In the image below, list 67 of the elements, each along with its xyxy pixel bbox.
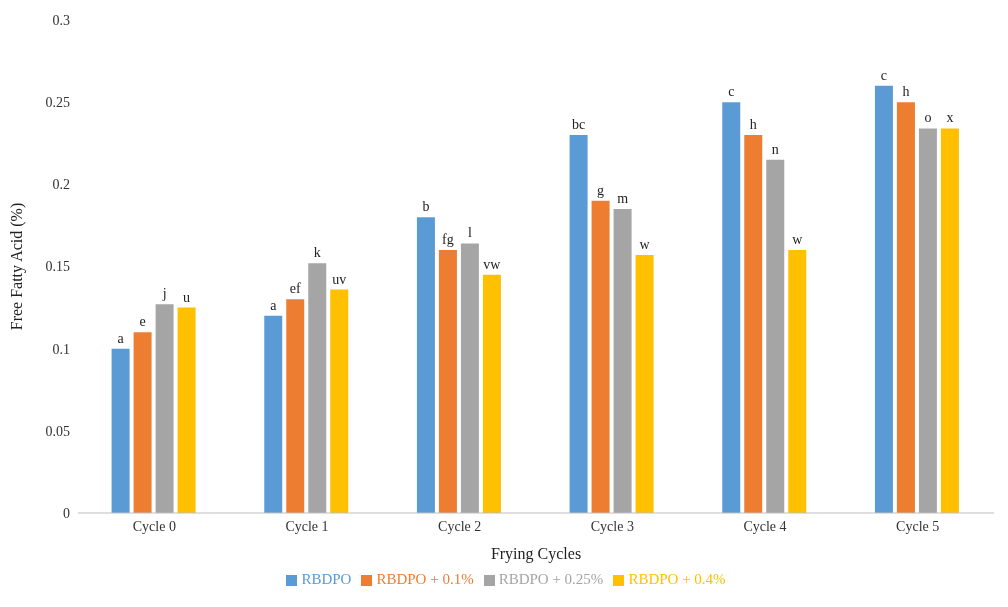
- data-label: b: [422, 199, 430, 215]
- data-label: ef: [289, 281, 302, 297]
- bar: [613, 208, 632, 513]
- x-tick-label: Cycle 1: [285, 518, 329, 534]
- data-label: n: [771, 141, 779, 157]
- bar: [286, 299, 305, 513]
- data-label: w: [639, 237, 651, 252]
- y-tick-label: 0.2: [52, 177, 70, 193]
- data-label: g: [597, 182, 605, 198]
- bar: [438, 250, 457, 513]
- bar: [896, 102, 915, 513]
- bar: [308, 263, 327, 513]
- y-tick-label: 0.3: [52, 12, 70, 28]
- x-tick-label: Cycle 5: [896, 518, 940, 534]
- bar: [940, 128, 959, 513]
- data-label: fg: [442, 232, 454, 248]
- data-label: c: [728, 84, 735, 100]
- bar: [874, 85, 893, 513]
- data-label: bc: [571, 117, 586, 133]
- data-label: a: [117, 330, 125, 346]
- data-label: w: [792, 232, 804, 248]
- bar: [330, 289, 349, 513]
- bar: [744, 135, 763, 513]
- bar: [482, 274, 501, 513]
- data-label: o: [924, 110, 932, 126]
- data-label: e: [139, 314, 146, 330]
- data-label: k: [313, 245, 321, 261]
- y-tick-label: 0: [63, 505, 70, 521]
- x-axis-title: Frying Cycles: [490, 545, 582, 563]
- x-tick-label: Cycle 0: [132, 518, 176, 534]
- y-tick-label: 0.1: [52, 341, 70, 357]
- y-tick-label: 0.25: [45, 95, 70, 111]
- data-label: x: [946, 110, 954, 126]
- data-label: u: [183, 289, 191, 305]
- legend-label: RBDPO + 0.1%: [376, 571, 474, 587]
- bar: [264, 315, 283, 513]
- bar: [569, 135, 588, 513]
- bar: [591, 200, 610, 513]
- data-label: m: [617, 190, 629, 206]
- bar: [155, 304, 174, 513]
- bar: [788, 250, 807, 513]
- data-label: l: [467, 225, 472, 241]
- bar: [635, 255, 654, 513]
- bar: [918, 128, 937, 513]
- bar: [177, 307, 196, 513]
- legend-label: RBDPO + 0.4%: [628, 571, 726, 587]
- bar: [111, 348, 130, 513]
- y-tick-label: 0.05: [45, 423, 70, 439]
- bar: [722, 102, 741, 513]
- legend-label: RBDPO: [301, 571, 352, 587]
- x-tick-label: Cycle 3: [590, 518, 634, 534]
- bar: [460, 243, 479, 513]
- x-tick-label: Cycle 2: [438, 518, 482, 534]
- bar: [766, 159, 785, 513]
- bar: [416, 217, 435, 513]
- bar: [133, 332, 152, 513]
- data-label: a: [270, 297, 278, 313]
- data-label: j: [161, 286, 167, 302]
- x-tick-label: Cycle 4: [743, 518, 787, 534]
- data-label: h: [902, 84, 910, 100]
- y-tick-label: 0.15: [45, 259, 70, 275]
- y-axis-title: Free Fatty Acid (%): [7, 202, 26, 331]
- data-label: h: [749, 117, 757, 133]
- data-label: uv: [332, 271, 347, 287]
- data-label: vw: [483, 256, 502, 272]
- data-label: c: [880, 67, 888, 83]
- legend-label: RBDPO + 0.25%: [498, 571, 604, 587]
